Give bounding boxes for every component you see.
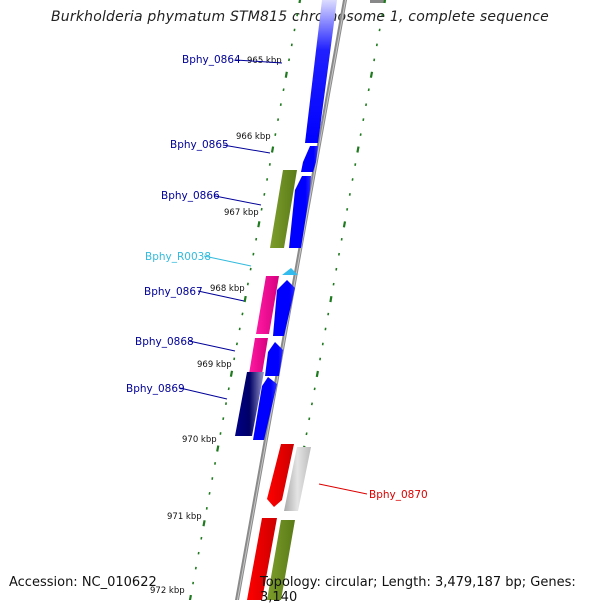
scale-tick-major	[204, 520, 205, 526]
scale-tick-major	[217, 446, 218, 452]
scale-tick-minor	[312, 403, 313, 406]
gene-bphy-0868-forward[interactable]	[265, 342, 283, 376]
scale-tick-major	[330, 296, 331, 302]
scale-tick-minor	[278, 118, 279, 120]
accession-text: Accession: NC_010622	[9, 575, 157, 590]
scale-tick-major	[317, 371, 318, 377]
leader-line-bphy-0866	[215, 196, 261, 205]
scale-label-967: 967 kbp	[224, 208, 259, 218]
scale-tick-major	[231, 371, 232, 377]
gene-label-bphy-r0038[interactable]: Bphy_R0038	[145, 251, 211, 263]
scale-tick-major	[300, 0, 301, 3]
gene-label-bphy-0867[interactable]: Bphy_0867	[144, 286, 203, 298]
scale-label-966: 966 kbp	[236, 132, 271, 142]
scale-tick-minor	[366, 104, 367, 106]
gene-label-bphy-0869[interactable]: Bphy_0869	[126, 383, 185, 395]
leader-line-bphy-0869	[180, 388, 227, 399]
scale-tick-minor	[209, 492, 210, 495]
scale-tick-minor	[369, 89, 370, 92]
scale-tick-minor	[360, 133, 361, 135]
gene-label-bphy-0866[interactable]: Bphy_0866	[161, 190, 220, 202]
scale-tick-line-right	[301, 0, 386, 465]
scale-tick-minor	[347, 208, 348, 210]
scale-tick-major	[357, 147, 358, 153]
scale-tick-minor	[196, 567, 197, 570]
scale-tick-major	[190, 595, 191, 600]
scale-tick-minor	[229, 388, 230, 391]
scale-tick-major	[272, 147, 273, 153]
scale-tick-major	[245, 296, 246, 302]
scale-tick-minor	[250, 268, 251, 270]
topology-summary: Topology: circular; Length: 3,479,187 bp…	[260, 575, 600, 605]
leader-line-bphy-r0038	[204, 256, 251, 266]
scale-tick-minor	[256, 238, 257, 240]
scale-label-968: 968 kbp	[210, 284, 245, 294]
scale-tick-minor	[201, 537, 202, 540]
gene-bphy-0868[interactable]	[249, 338, 268, 374]
leader-line-bphy-0865	[223, 145, 270, 153]
scale-tick-minor	[306, 433, 307, 436]
scale-tick-major	[371, 72, 372, 78]
scale-tick-minor	[289, 59, 290, 61]
gene-label-bphy-0865[interactable]: Bphy_0865	[170, 139, 229, 151]
scale-tick-minor	[223, 417, 224, 420]
scale-tick-major	[258, 221, 259, 227]
scale-tick-major	[385, 0, 386, 3]
scale-label-969: 969 kbp	[197, 360, 232, 370]
scale-tick-minor	[242, 313, 243, 316]
leader-line-bphy-0868	[189, 341, 235, 351]
scale-label-971: 971 kbp	[167, 512, 202, 522]
gene-label-bphy-0870[interactable]: Bphy_0870	[369, 489, 428, 501]
scale-tick-minor	[264, 193, 265, 196]
scale-tick-minor	[237, 343, 238, 346]
scale-tick-major	[344, 221, 345, 227]
scale-tick-minor	[309, 418, 310, 420]
scale-tick-minor	[314, 388, 315, 390]
gene-label-bphy-0868[interactable]: Bphy_0868	[135, 336, 194, 348]
scale-tick-minor	[283, 89, 284, 91]
scale-tick-minor	[270, 163, 271, 166]
leader-line-bphy-0870	[319, 484, 367, 494]
scale-label-970: 970 kbp	[182, 435, 217, 445]
scale-tick-minor	[297, 14, 298, 17]
scale-tick-minor	[350, 193, 351, 196]
top-gray-feature	[370, 0, 384, 3]
scale-tick-minor	[352, 178, 353, 180]
scale-tick-minor	[355, 163, 356, 166]
scale-tick-minor	[261, 208, 262, 210]
scale-tick-major	[286, 72, 287, 78]
scale-tick-minor	[363, 118, 364, 121]
scale-tick-minor	[275, 133, 276, 136]
gene-label-bphy-0864[interactable]: Bphy_0864	[182, 54, 241, 66]
scale-tick-minor	[215, 462, 216, 465]
